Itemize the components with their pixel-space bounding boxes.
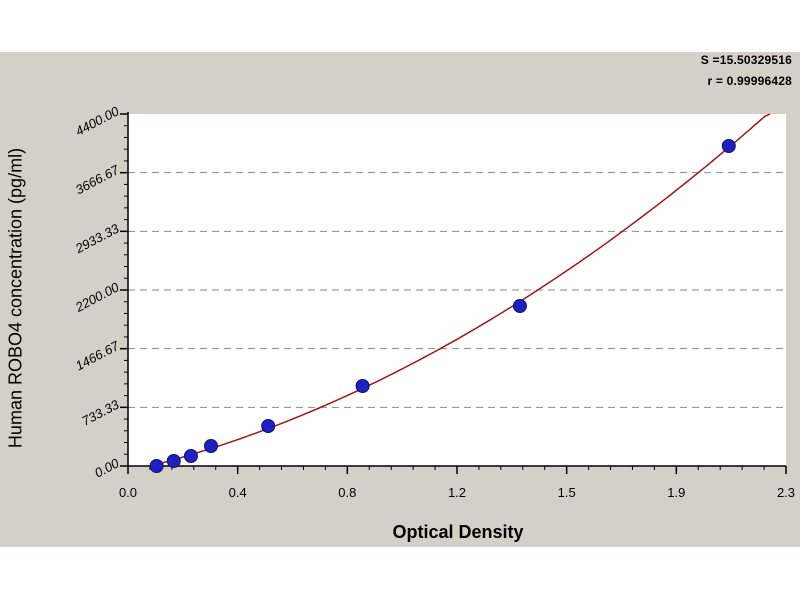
x-tick-label: 1.2 [448, 485, 466, 500]
y-tick-label: 2933.33 [72, 220, 122, 256]
y-tick-label: 1466.67 [73, 338, 122, 374]
data-point [512, 299, 527, 313]
data-point [203, 439, 218, 453]
r-stat: r = 0.99996428 [707, 74, 792, 88]
x-tick-label: 0.0 [119, 485, 137, 500]
x-tick-label: 0.8 [338, 485, 356, 500]
data-point [721, 139, 736, 153]
y-axis-label: Human ROBO4 concentration (pg/ml) [5, 147, 26, 449]
y-tick-label: 733.33 [79, 396, 122, 428]
x-tick-label: 2.3 [777, 485, 795, 500]
y-tick-label: 0.00 [92, 455, 122, 480]
y-tick-label: 4400.00 [73, 103, 122, 139]
x-tick-label: 1.9 [667, 485, 685, 500]
data-point [183, 449, 198, 463]
y-tick-label: 2200.00 [72, 279, 122, 315]
y-tick-label: 3666.67 [73, 162, 122, 198]
data-point [149, 459, 164, 473]
x-axis-label: Optical Density [392, 522, 524, 542]
x-tick-label: 1.5 [558, 485, 576, 500]
data-point [166, 454, 181, 468]
x-tick-label: 0.4 [229, 485, 247, 500]
data-point [261, 419, 276, 433]
s-stat: S =15.50329516 [700, 53, 792, 67]
data-point [355, 379, 370, 393]
fit-curve [150, 113, 771, 467]
